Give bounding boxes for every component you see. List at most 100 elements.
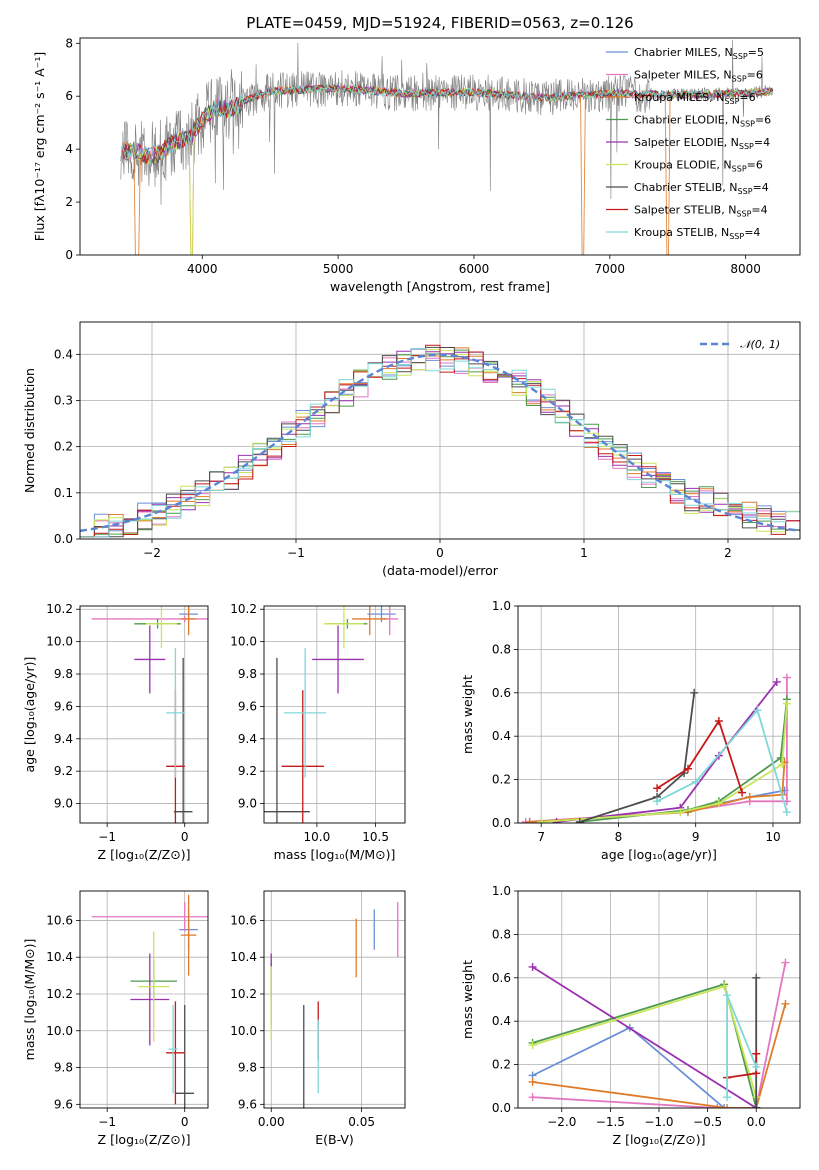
x-tick-label: 10.0 bbox=[304, 830, 331, 844]
x-tick-label: 6000 bbox=[459, 262, 490, 276]
y-tick-label: 10.4 bbox=[230, 950, 257, 964]
plot-area bbox=[264, 606, 398, 823]
plot-area bbox=[91, 606, 208, 823]
y-tick-label: 8 bbox=[65, 36, 73, 50]
legend-entry: Salpeter STELIB, NSSP=4 bbox=[634, 204, 768, 219]
weight-point bbox=[723, 1104, 732, 1108]
legend-subscript: SSP bbox=[740, 120, 755, 129]
y-tick-label: 10.6 bbox=[46, 913, 73, 927]
y-tick-label: 9.2 bbox=[238, 764, 257, 778]
legend-entry: Chabrier STELIB, NSSP=4 bbox=[634, 181, 769, 196]
histogram-series bbox=[80, 344, 800, 538]
weight-point bbox=[575, 817, 584, 823]
weight-point bbox=[753, 706, 762, 715]
y-tick-label: 0.0 bbox=[492, 816, 511, 830]
plot-area bbox=[120, 39, 774, 255]
x-tick-label: −1.5 bbox=[596, 1115, 625, 1129]
y-axis-label: Normed distribution bbox=[22, 368, 37, 493]
legend-count: =6 bbox=[747, 159, 763, 172]
weight-point bbox=[528, 1093, 537, 1102]
weight-series bbox=[556, 681, 778, 823]
weight-series bbox=[532, 1026, 757, 1108]
weight-point bbox=[690, 688, 699, 697]
weight-series bbox=[579, 692, 696, 823]
y-tick-label: 10.4 bbox=[46, 950, 73, 964]
plot-area bbox=[270, 902, 399, 1108]
x-tick-label: 0.0 bbox=[747, 1115, 766, 1129]
weight-point bbox=[782, 699, 791, 708]
legend-count: =4 bbox=[751, 204, 767, 217]
y-tick-label: 0.6 bbox=[492, 686, 511, 700]
y-tick-label: 0.4 bbox=[54, 347, 73, 361]
legend-subscript: SSP bbox=[738, 187, 753, 196]
legend-name: Salpeter MILES, N bbox=[634, 69, 732, 82]
y-tick-label: 10.2 bbox=[230, 602, 257, 616]
legend-count: =4 bbox=[744, 226, 760, 239]
x-axis-label: E(B-V) bbox=[315, 1132, 354, 1147]
axes-frame bbox=[79, 37, 801, 256]
weight-point bbox=[782, 808, 791, 817]
legend-subscript: SSP bbox=[736, 210, 751, 219]
x-tick-label: −1 bbox=[287, 546, 305, 560]
x-tick-label: −2.0 bbox=[547, 1115, 576, 1129]
x-tick-label: 0.05 bbox=[348, 1115, 375, 1129]
y-tick-label: 10.2 bbox=[46, 987, 73, 1001]
weight-point bbox=[772, 677, 781, 686]
weight-point bbox=[781, 999, 790, 1008]
weight-point bbox=[691, 777, 700, 786]
legend-subscript: SSP bbox=[733, 52, 748, 61]
weight-point bbox=[720, 982, 729, 991]
y-tick-label: 9.6 bbox=[54, 1097, 73, 1111]
y-tick-label: 2 bbox=[65, 195, 73, 209]
weight-series bbox=[656, 708, 788, 813]
plot-area bbox=[528, 958, 790, 1108]
weight-point bbox=[714, 717, 723, 726]
mass-vs-z-axes: −1 0 9.6 9.8 10.0 10.2 10.4 10.6 Z [log₁₀(Z/Z⊙)]… bbox=[22, 890, 209, 1147]
x-tick-label: 0 bbox=[436, 546, 444, 560]
y-tick-label: 10.6 bbox=[230, 913, 257, 927]
weight-series bbox=[532, 1003, 787, 1108]
y-axis-label: mass weight bbox=[460, 960, 475, 1039]
y-tick-label: 9.0 bbox=[54, 797, 73, 811]
x-axis-label: Z [log₁₀(Z/Z⊙)] bbox=[98, 847, 191, 862]
weight-point bbox=[723, 1093, 732, 1102]
legend-subscript: SSP bbox=[729, 232, 744, 241]
weight-series bbox=[532, 985, 758, 1098]
y-tick-label: 9.4 bbox=[238, 732, 257, 746]
x-tick-label: −2 bbox=[143, 546, 161, 560]
mass-vs-ebv-axes: 0.00 0.05 9.6 9.8 10.0 10.2 10.4 10.6 E(B-V) bbox=[230, 890, 406, 1147]
y-axis-label: mass [log₁₀(M/M⊙)] bbox=[22, 939, 37, 1061]
weight-point bbox=[676, 808, 685, 817]
x-tick-label: 0.00 bbox=[258, 1115, 285, 1129]
age-vs-mass-axes: 10.0 10.5 9.0 9.2 9.4 9.6 9.8 10.0 10.2 mass [log… bbox=[230, 602, 406, 862]
legend-count: =6 bbox=[747, 69, 763, 82]
weight-point bbox=[752, 1049, 761, 1058]
axes-frame bbox=[79, 890, 209, 1109]
x-axis-label: (data-model)/error bbox=[382, 563, 499, 578]
legend-name: Chabrier MILES, N bbox=[634, 46, 733, 59]
x-tick-label: 2 bbox=[724, 546, 732, 560]
weight-vs-age-axes: 7 8 9 10 0.0 0.2 0.4 0.6 0.8 1.0 age [log₁₀(age/yr… bbox=[460, 599, 801, 862]
y-axis-label: mass weight bbox=[460, 675, 475, 754]
x-tick-label: 4000 bbox=[187, 262, 218, 276]
y-tick-label: 10.0 bbox=[230, 635, 257, 649]
weight-point bbox=[738, 788, 747, 797]
weight-point bbox=[525, 817, 534, 823]
weight-point bbox=[537, 817, 546, 823]
x-axis-label: Z [log₁₀(Z/Z⊙)] bbox=[98, 1132, 191, 1147]
y-tick-label: 0.8 bbox=[492, 927, 511, 941]
x-tick-label: 7 bbox=[537, 830, 545, 844]
weight-point bbox=[653, 784, 662, 793]
y-tick-label: 0.0 bbox=[492, 1101, 511, 1115]
x-axis-label: wavelength [Angstrom, rest frame] bbox=[330, 279, 550, 294]
spectrum-axes: 4000 5000 6000 7000 8000 0 2 4 6 8 wavelength [Ang… bbox=[32, 36, 801, 294]
weight-series bbox=[532, 983, 758, 1108]
x-axis-label: mass [log₁₀(M/M⊙)] bbox=[274, 847, 396, 862]
legend-name: Kroupa MILES, N bbox=[634, 91, 724, 104]
legend-entry: Chabrier ELODIE, NSSP=6 bbox=[634, 114, 771, 129]
axes-frame bbox=[79, 321, 801, 540]
age-vs-z-axes: −1 0 9.0 9.2 9.4 9.6 9.8 10.0 10.2 Z [log₁₀(Z/Z⊙)… bbox=[22, 602, 209, 862]
legend-subscript: SSP bbox=[732, 75, 747, 84]
x-tick-label: 7000 bbox=[595, 262, 626, 276]
legend-name: Chabrier ELODIE, N bbox=[634, 114, 740, 127]
